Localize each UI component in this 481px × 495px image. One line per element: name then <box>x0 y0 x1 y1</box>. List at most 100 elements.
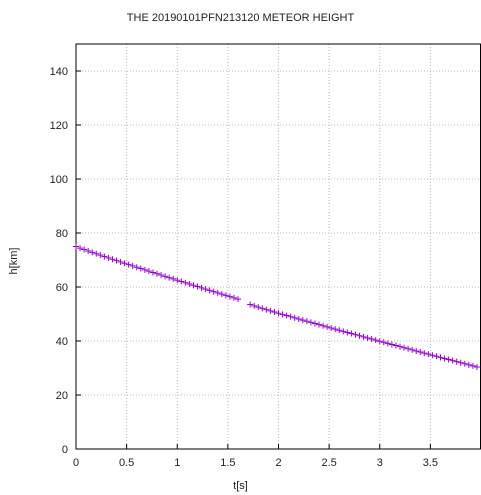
data-point <box>137 265 144 272</box>
data-point <box>230 294 237 301</box>
data-point <box>113 257 120 264</box>
data-point <box>81 246 88 253</box>
x-tick-label: 0 <box>73 457 79 469</box>
data-point <box>93 250 100 257</box>
data-point <box>332 326 339 333</box>
x-tick-label: 2 <box>275 457 281 469</box>
y-axis-ticks: 0 20 40 60 80 100 120 140 <box>50 66 81 456</box>
data-point <box>380 339 387 346</box>
data-point <box>291 314 298 321</box>
data-point <box>388 341 395 348</box>
data-point <box>311 320 318 327</box>
data-point <box>453 358 460 365</box>
data-point <box>445 356 452 363</box>
data-point <box>287 313 294 320</box>
grid-lines <box>76 44 481 449</box>
x-tick-label: 3 <box>377 457 383 469</box>
data-point <box>194 283 201 290</box>
data-point <box>295 315 302 322</box>
x-tick-label: 3.5 <box>423 457 438 469</box>
data-point <box>214 289 221 296</box>
x-tick-label: 2.5 <box>321 457 336 469</box>
data-point <box>421 350 428 357</box>
data-point <box>336 327 343 334</box>
data-point <box>376 338 383 345</box>
data-point <box>235 296 241 303</box>
data-point <box>166 274 173 281</box>
data-point <box>275 310 282 317</box>
data-point <box>473 363 480 370</box>
data-point <box>85 247 92 254</box>
data-point <box>449 357 456 364</box>
data-point <box>97 252 104 259</box>
data-point <box>299 317 306 324</box>
y-tick-label: 140 <box>50 66 68 78</box>
data-point <box>101 253 108 260</box>
data-point <box>247 301 254 308</box>
data-point <box>429 352 436 359</box>
data-point <box>267 307 274 314</box>
data-point <box>425 351 432 358</box>
data-point <box>206 287 213 294</box>
data-point <box>324 323 331 330</box>
data-point <box>198 284 205 291</box>
data-point <box>158 272 165 279</box>
data-point <box>360 333 367 340</box>
data-point <box>457 359 464 366</box>
y-tick-label: 80 <box>56 228 68 240</box>
data-point <box>154 270 160 277</box>
x-tick-label: 1 <box>174 457 180 469</box>
y-tick-label: 20 <box>56 390 68 402</box>
data-point <box>461 360 468 367</box>
chart-title: THE 20190101PFN213120 METEOR HEIGHT <box>126 12 355 24</box>
data-point <box>226 293 233 300</box>
data-point <box>384 340 391 347</box>
data-point <box>397 343 403 350</box>
data-point <box>441 355 448 362</box>
data-point <box>340 328 347 335</box>
data-point <box>105 254 112 261</box>
data-point <box>182 279 189 286</box>
data-point <box>437 354 444 361</box>
data-point <box>356 332 363 339</box>
data-point <box>210 288 217 295</box>
data-point <box>405 345 412 352</box>
data-point <box>222 292 229 299</box>
data-point <box>409 346 416 353</box>
data-point <box>186 281 193 288</box>
data-point <box>328 325 335 332</box>
data-point <box>283 312 290 319</box>
data-points <box>73 243 480 370</box>
data-point <box>263 306 270 313</box>
x-axis-label: t[s] <box>233 480 248 492</box>
data-point <box>279 311 286 318</box>
data-point <box>162 273 169 280</box>
data-point <box>469 362 476 369</box>
data-point <box>344 329 351 336</box>
data-point <box>190 282 197 289</box>
data-point <box>271 309 278 316</box>
data-point <box>251 302 258 309</box>
y-tick-label: 60 <box>56 282 68 294</box>
data-point <box>320 322 327 329</box>
data-point <box>364 334 371 341</box>
data-point <box>121 260 128 267</box>
data-point <box>417 349 424 356</box>
data-point <box>316 321 322 328</box>
data-point <box>149 269 156 276</box>
data-point <box>174 277 181 284</box>
data-point <box>133 264 140 271</box>
data-point <box>303 318 310 325</box>
data-point <box>145 268 152 275</box>
data-point <box>372 337 379 344</box>
data-point <box>465 361 472 368</box>
data-point <box>109 256 116 263</box>
y-tick-label: 40 <box>56 336 68 348</box>
data-point <box>392 342 399 349</box>
data-point <box>73 243 79 250</box>
data-point <box>117 258 124 265</box>
data-point <box>77 245 84 252</box>
data-point <box>178 278 185 285</box>
y-tick-label: 0 <box>62 444 68 456</box>
